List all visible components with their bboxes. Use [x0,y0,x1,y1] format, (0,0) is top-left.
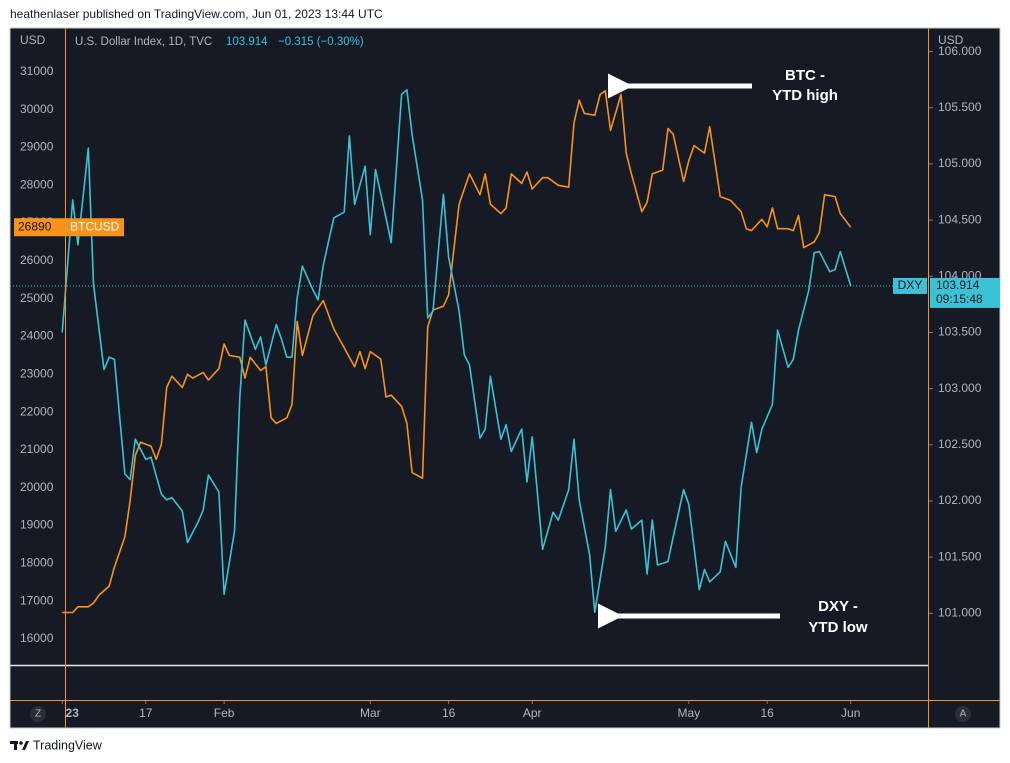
publish-header: heathenlaser published on TradingView.co… [10,7,383,21]
axis-button-label[interactable]: A [960,709,967,720]
y2-tick-label: 102.500 [938,437,982,451]
y2-tick-label: 101.000 [938,605,982,619]
series-line [62,90,852,614]
y2-tick-label: 103.500 [938,325,982,339]
y-tick-label: 16000 [20,631,54,645]
series-name-badge [66,218,124,237]
y2-tick-label: 104.500 [938,212,982,226]
footer-brand: TradingView [33,738,103,752]
x-tick-label: 17 [139,706,153,720]
y2-tick-label: 103.000 [938,381,982,395]
y-tick-label: 21000 [20,442,54,456]
tradingview-logo [10,741,29,750]
series-line [61,89,852,613]
y-tick-label: 23000 [20,366,54,380]
series-name-label: BTCUSD [70,219,120,233]
x-tick-label: 23 [66,706,80,720]
price-badge [14,218,65,237]
y-tick-label: 19000 [20,518,54,532]
y2-tick-label: 101.500 [938,549,982,563]
countdown-label: 09:15:48 [936,292,983,306]
unit-bg [18,31,52,49]
x-tick-label: Apr [523,706,542,720]
axis-button[interactable] [955,706,971,722]
unit-bg [932,31,992,51]
y2-axis-unit: USD [938,33,964,47]
x-tick-label: Mar [360,706,381,720]
chart-frame [9,27,1001,729]
series-name-label: DXY [898,278,923,292]
x-tick-label: 16 [442,706,456,720]
legend-title: U.S. Dollar Index, 1D, TVC [75,36,212,48]
annotation-text: YTD high [772,87,838,104]
y-tick-label: 17000 [20,593,54,607]
y-tick-label: 24000 [20,329,54,343]
axis-button[interactable] [30,706,46,722]
y-tick-label: 31000 [20,64,54,78]
price-label: 103.914 [936,278,980,292]
y2-tick-label: 102.000 [938,493,982,507]
y2-tick-label: 105.500 [938,100,982,114]
annotation-text: DXY - [818,598,858,615]
x-tick-label: May [678,706,701,720]
series-layer [61,89,852,614]
y-tick-label: 29000 [20,140,54,154]
legend-change: −0.315 (−0.30%) [278,36,364,48]
x-tick-label: Feb [214,706,235,720]
annotation-text: BTC - [785,67,825,84]
y-tick-label: 30000 [20,102,54,116]
y-axis-unit: USD [20,33,46,47]
y-tick-label: 20000 [20,480,54,494]
series-name-badge [893,277,927,294]
y-tick-label: 22000 [20,404,54,418]
y-tick-label: 28000 [20,177,54,191]
x-tick-label: 16 [760,706,774,720]
axis-button-label[interactable]: Z [35,709,41,720]
price-badge [930,277,1000,308]
y2-tick-label: 106.000 [938,44,982,58]
y-tick-label: 18000 [20,555,54,569]
y-tick-label: 26000 [20,253,54,267]
x-tick-label: Jun [841,706,860,720]
legend-value: 103.914 [226,36,268,48]
annotation-text: YTD low [808,619,867,636]
y2-tick-label: 105.000 [938,156,982,170]
price-label: 26890 [18,219,52,233]
plot-area [10,89,928,614]
y-tick-label: 25000 [20,291,54,305]
